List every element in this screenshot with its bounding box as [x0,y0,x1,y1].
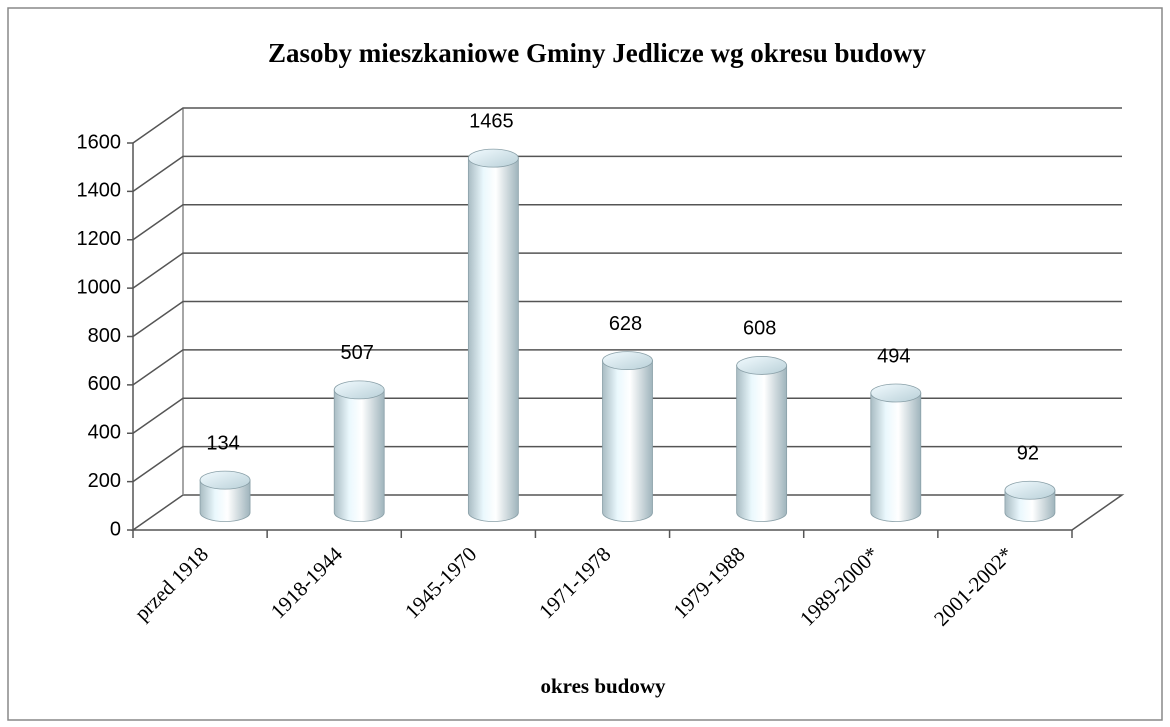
data-label: 628 [609,313,642,335]
x-axis-label: okres budowy [540,674,666,698]
grid-line [132,397,1122,434]
y-tick-label: 1000 [77,276,122,298]
bar [602,351,653,522]
chart-border [7,7,1163,721]
bar-body [333,389,385,522]
y-tick-label: 600 [88,373,121,395]
grid-line [132,204,1122,241]
bar [870,383,922,522]
y-tick-label: 1400 [77,180,122,202]
y-tick-label: 800 [88,325,121,347]
bar-top [602,351,653,371]
grid-line [132,349,1122,386]
bar-body [870,392,922,522]
bar-top [467,148,519,168]
y-tick-label: 400 [88,422,121,444]
bar-body [736,365,788,522]
data-label: 494 [877,345,910,367]
y-tick-label: 0 [110,518,121,540]
bar-top [1004,480,1056,500]
data-label: 134 [206,432,239,454]
grid-line [132,107,1122,144]
bar [467,148,519,522]
grid-line [132,252,1122,289]
bar-top [333,380,385,400]
bar-top [199,470,251,490]
bar [199,470,251,522]
bar-body [602,360,653,522]
data-label: 1465 [469,110,514,132]
data-label: 507 [341,342,374,364]
chart-title: Zasoby mieszkaniowe Gminy Jedlicze wg ok… [268,38,927,68]
bar [736,356,788,522]
y-tick-label: 1600 [77,131,122,153]
y-tick-label: 1200 [77,228,122,250]
y-tick-label: 200 [88,470,121,492]
bar-body [199,479,251,522]
grid-line [132,445,1122,483]
bar-top [736,356,788,375]
grid-line [132,300,1122,338]
bar-top [870,383,922,403]
grid-line [132,155,1122,192]
bar [333,380,385,522]
bar [1004,480,1056,522]
bar-body [467,157,519,522]
data-label: 608 [743,318,776,340]
data-label: 92 [1017,443,1039,465]
